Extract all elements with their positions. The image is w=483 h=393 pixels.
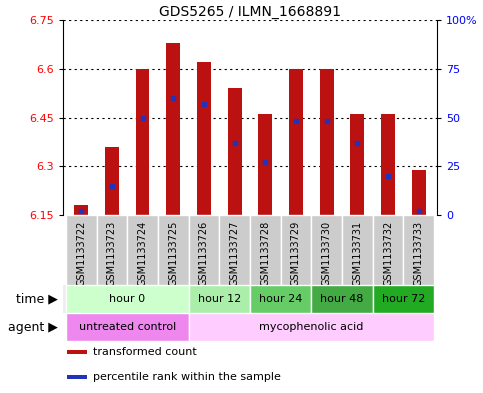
Bar (97, 215, 127, 285)
Bar (166, 43, 180, 215)
Text: hour 12: hour 12 (198, 294, 241, 304)
Text: time ▶: time ▶ (16, 292, 58, 305)
Text: GSM1133730: GSM1133730 (322, 220, 332, 286)
Bar (373, 215, 403, 285)
Bar (289, 69, 303, 215)
Bar (127, 215, 158, 285)
Text: GSM1133724: GSM1133724 (138, 220, 148, 286)
Bar (373, 285, 434, 313)
Text: GSM1133731: GSM1133731 (352, 220, 362, 286)
Text: GSM1133727: GSM1133727 (229, 220, 240, 286)
Bar (188, 313, 434, 341)
Text: hour 72: hour 72 (382, 294, 425, 304)
Bar (312, 285, 373, 313)
Text: hour 24: hour 24 (259, 294, 302, 304)
Text: GSM1133733: GSM1133733 (414, 220, 424, 286)
Bar (258, 114, 272, 215)
Bar (227, 88, 242, 215)
Bar (320, 69, 334, 215)
Text: GSM1133723: GSM1133723 (107, 220, 117, 286)
Bar (351, 114, 364, 215)
Bar (403, 215, 434, 285)
Text: percentile rank within the sample: percentile rank within the sample (93, 372, 281, 382)
Bar (136, 69, 149, 215)
Bar (250, 285, 312, 313)
Bar (381, 114, 395, 215)
Text: agent ▶: agent ▶ (8, 321, 58, 334)
Text: GSM1133725: GSM1133725 (168, 220, 178, 286)
Bar (412, 169, 426, 215)
Bar (219, 215, 250, 285)
Text: GSM1133726: GSM1133726 (199, 220, 209, 286)
Text: untreated control: untreated control (79, 322, 176, 332)
Bar (250, 215, 281, 285)
Bar (188, 285, 250, 313)
Bar (158, 215, 188, 285)
Bar (66, 215, 97, 285)
Bar (342, 215, 373, 285)
Text: hour 0: hour 0 (109, 294, 145, 304)
Bar (105, 147, 119, 215)
Bar (66, 285, 188, 313)
Bar (74, 205, 88, 215)
Text: GSM1133722: GSM1133722 (76, 220, 86, 286)
Text: GSM1133728: GSM1133728 (260, 220, 270, 286)
Title: GDS5265 / ILMN_1668891: GDS5265 / ILMN_1668891 (159, 5, 341, 19)
Text: transformed count: transformed count (93, 347, 197, 357)
Bar (66, 313, 188, 341)
Bar (197, 62, 211, 215)
Text: GSM1133732: GSM1133732 (383, 220, 393, 286)
Bar (312, 215, 342, 285)
Bar (67, 375, 87, 379)
Text: mycophenolic acid: mycophenolic acid (259, 322, 364, 332)
Bar (281, 215, 312, 285)
Text: hour 48: hour 48 (320, 294, 364, 304)
Bar (67, 350, 87, 354)
Text: GSM1133729: GSM1133729 (291, 220, 301, 286)
Bar (188, 215, 219, 285)
